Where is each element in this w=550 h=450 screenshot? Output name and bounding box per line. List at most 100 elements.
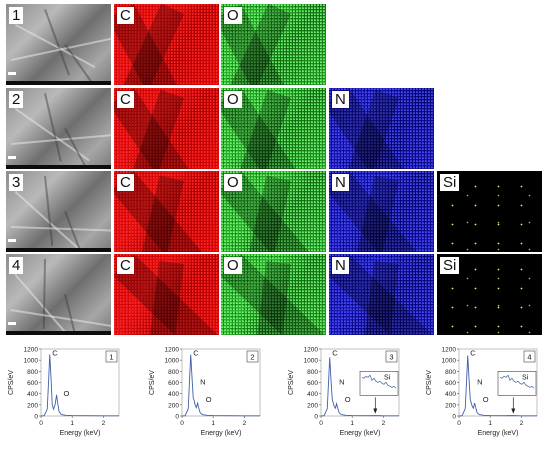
eds-map-o-row-1: O xyxy=(221,4,326,85)
y-tick-label: 800 xyxy=(27,369,38,376)
y-axis-title: CPS/eV xyxy=(288,370,295,395)
sem-fracture-ridge xyxy=(64,44,101,85)
sem-scale-marker xyxy=(8,72,16,75)
sem-image-4: 4 xyxy=(6,254,111,335)
panel-number: 2 xyxy=(250,353,254,362)
sem-fracture-ridge xyxy=(64,128,95,169)
y-tick-label: 800 xyxy=(445,369,456,376)
y-tick-label: 200 xyxy=(445,402,456,409)
x-tick-label: 0 xyxy=(319,420,323,427)
sem-row-label: 1 xyxy=(9,7,24,24)
peak-label: O xyxy=(206,395,212,404)
x-tick-label: 0 xyxy=(457,420,461,427)
panel-number: 1 xyxy=(109,353,113,362)
sem-fracture-ridge xyxy=(11,133,111,145)
sem-scale-marker xyxy=(8,322,16,325)
sem-image-3: 3 xyxy=(6,171,111,252)
y-axis-title: CPS/eV xyxy=(426,370,433,395)
si-arrow-head xyxy=(373,408,378,414)
y-tick-label: 1200 xyxy=(304,347,319,354)
eds-map-c-row-1: C xyxy=(114,4,219,85)
y-axis-title: CPS/eV xyxy=(8,370,15,395)
sem-fracture-ridge xyxy=(64,294,81,335)
peak-label: C xyxy=(52,349,58,358)
panel-number-box xyxy=(246,350,259,363)
y-tick-label: 1200 xyxy=(24,347,39,354)
inset-si-label: Si xyxy=(384,374,391,381)
eds-spectrum-3: 0 200 400 600 800 1000 1200 0 1 2 Energy (keV) CPS/… xyxy=(282,342,412,450)
inset-spectrum-line xyxy=(361,374,397,389)
peak-label: N xyxy=(339,378,344,387)
map-element-label: N xyxy=(332,257,349,274)
eds-map-si-row-4: Si xyxy=(437,254,542,335)
y-tick-label: 1000 xyxy=(304,358,319,365)
sem-fracture-ridge xyxy=(44,176,54,246)
eds-map-n-row-3: N xyxy=(329,171,434,252)
y-tick-label: 600 xyxy=(27,380,38,387)
peak-label: C xyxy=(332,349,338,358)
y-tick-label: 200 xyxy=(168,402,179,409)
map-element-label: O xyxy=(224,7,242,24)
si-arrow-head xyxy=(511,408,516,414)
sem-scale-bar xyxy=(6,81,111,85)
x-tick-label: 2 xyxy=(243,420,247,427)
y-tick-label: 400 xyxy=(168,391,179,398)
y-tick-label: 0 xyxy=(175,414,179,421)
peak-label: N xyxy=(200,378,205,387)
sem-scale-bar xyxy=(6,165,111,169)
peak-label: O xyxy=(63,389,69,398)
y-tick-label: 0 xyxy=(314,414,318,421)
y-tick-label: 800 xyxy=(307,369,318,376)
spectrum-line xyxy=(40,354,120,417)
map-element-label: C xyxy=(117,7,134,24)
x-tick-label: 1 xyxy=(211,420,215,427)
x-tick-label: 1 xyxy=(350,420,354,427)
map-element-label: C xyxy=(117,257,134,274)
sem-row-label: 3 xyxy=(9,174,24,191)
x-tick-label: 1 xyxy=(488,420,492,427)
sem-fracture-ridge xyxy=(15,24,96,69)
eds-map-o-row-3: O xyxy=(221,171,326,252)
spectrum-line xyxy=(181,354,261,417)
x-tick-label: 1 xyxy=(70,420,74,427)
sem-row-label: 4 xyxy=(9,257,24,274)
y-tick-label: 1000 xyxy=(24,358,39,365)
inset-frame xyxy=(497,371,537,396)
x-tick-label: 0 xyxy=(180,420,184,427)
inset-spectrum-line xyxy=(499,374,535,389)
y-tick-label: 800 xyxy=(168,369,179,376)
eds-map-c-row-3: C xyxy=(114,171,219,252)
y-tick-label: 1000 xyxy=(442,358,457,365)
x-tick-label: 0 xyxy=(39,420,43,427)
peak-label: N xyxy=(477,378,482,387)
y-tick-label: 600 xyxy=(445,380,456,387)
sem-scale-bar xyxy=(6,331,111,335)
map-element-label: Si xyxy=(440,174,460,191)
panel-number: 4 xyxy=(527,353,531,362)
eds-map-o-row-2: O xyxy=(221,88,326,169)
y-tick-label: 400 xyxy=(27,391,38,398)
map-element-label: Si xyxy=(440,257,460,274)
peak-label: O xyxy=(483,395,489,404)
peak-label: C xyxy=(470,349,476,358)
y-tick-label: 200 xyxy=(27,402,38,409)
inset-frame xyxy=(359,371,399,396)
panel-number-box xyxy=(523,350,536,363)
eds-map-n-row-4: N xyxy=(329,254,434,335)
eds-spectrum-2: 0 200 400 600 800 1000 1200 0 1 2 Energy (keV) CPS/… xyxy=(143,342,273,450)
eds-spectrum-4: 0 200 400 600 800 1000 1200 0 1 2 Energy (keV) CPS/… xyxy=(420,342,550,450)
map-element-label: C xyxy=(117,174,134,191)
y-tick-label: 0 xyxy=(34,414,38,421)
sem-scale-bar xyxy=(6,248,111,252)
map-element-label: N xyxy=(332,91,349,108)
x-tick-label: 2 xyxy=(520,420,524,427)
map-element-label: O xyxy=(224,257,242,274)
sem-scale-marker xyxy=(8,156,16,159)
y-tick-label: 600 xyxy=(168,380,179,387)
eds-map-c-row-4: C xyxy=(114,254,219,335)
inset-si-label: Si xyxy=(522,374,529,381)
